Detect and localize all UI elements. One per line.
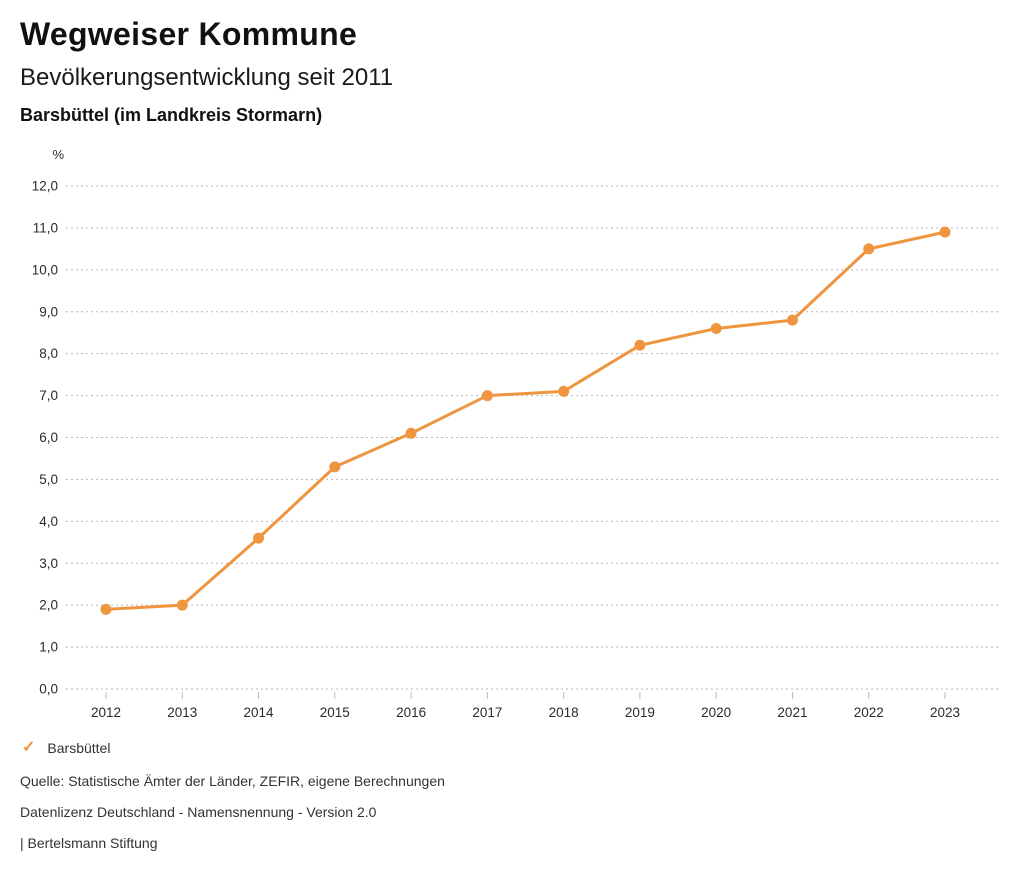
data-point-2023[interactable] — [939, 226, 951, 238]
legend-item-barsbuettel[interactable]: ✓ Barsbüttel — [22, 739, 110, 757]
chart-subtitle: Bevölkerungsentwicklung seit 2011 — [20, 64, 394, 91]
x-tick-label-2012: 2012 — [91, 705, 121, 720]
y-tick-label: 12,0 — [32, 179, 58, 194]
data-point-2018[interactable] — [558, 385, 570, 397]
x-tick-label-2015: 2015 — [320, 705, 350, 720]
y-tick-label: 0,0 — [39, 682, 58, 697]
license-text: Datenlizenz Deutschland - Namensnennung … — [20, 804, 377, 820]
legend-label: Barsbüttel — [47, 740, 111, 756]
check-icon: ✓ — [22, 739, 36, 756]
data-point-2022[interactable] — [863, 243, 875, 255]
series-line-barsbüttel — [104, 230, 947, 611]
y-tick-label: 4,0 — [39, 514, 58, 529]
data-point-2019[interactable] — [634, 339, 646, 351]
x-tick-label-2020: 2020 — [701, 705, 731, 720]
y-axis-unit-label: % — [52, 147, 64, 162]
y-tick-label: 7,0 — [39, 388, 58, 403]
x-tick-label-2017: 2017 — [472, 705, 502, 720]
y-tick-label: 1,0 — [39, 640, 58, 655]
attribution-text: | Bertelsmann Stiftung — [20, 835, 158, 851]
y-tick-label: 10,0 — [32, 262, 58, 277]
data-point-2016[interactable] — [405, 427, 417, 439]
x-tick-label-2021: 2021 — [777, 705, 807, 720]
data-point-2012[interactable] — [100, 603, 112, 615]
page-title: Wegweiser Kommune — [20, 16, 358, 52]
x-tick-label-2019: 2019 — [625, 705, 655, 720]
y-tick-label: 3,0 — [39, 556, 58, 571]
y-tick-label: 6,0 — [39, 430, 58, 445]
y-tick-label: 2,0 — [39, 598, 58, 613]
y-tick-label: 11,0 — [33, 220, 58, 235]
x-tick-label-2018: 2018 — [549, 705, 579, 720]
data-point-2020[interactable] — [710, 323, 722, 335]
y-tick-label: 8,0 — [39, 346, 58, 361]
data-point-2017[interactable] — [481, 390, 493, 402]
data-point-2014[interactable] — [253, 532, 265, 544]
data-point-2013[interactable] — [176, 599, 188, 611]
x-tick-label-2016: 2016 — [396, 705, 426, 720]
x-tick-label-2013: 2013 — [167, 705, 197, 720]
footer: Quelle: Statistische Ämter der Länder, Z… — [20, 773, 1024, 852]
y-tick-label: 9,0 — [39, 304, 58, 319]
region-title: Barsbüttel (im Landkreis Stormarn) — [20, 105, 323, 125]
x-tick-label-2023: 2023 — [930, 705, 960, 720]
y-tick-label: 5,0 — [39, 472, 58, 487]
x-tick-label-2022: 2022 — [854, 705, 884, 720]
chart-header: Wegweiser Kommune Bevölkerungsentwicklun… — [0, 0, 1024, 126]
data-point-2015[interactable] — [329, 461, 341, 473]
line-chart: % 0,0 1,0 2,0 3,0 4,0 5,0 6,0 7,0 8,0 9,0 10,0 11,0 1… — [32, 147, 1000, 720]
legend: ✓ Barsbüttel — [22, 739, 1024, 757]
x-tick-label-2014: 2014 — [244, 705, 275, 720]
source-text: Quelle: Statistische Ämter der Länder, Z… — [20, 773, 445, 789]
data-point-2021[interactable] — [786, 314, 798, 326]
